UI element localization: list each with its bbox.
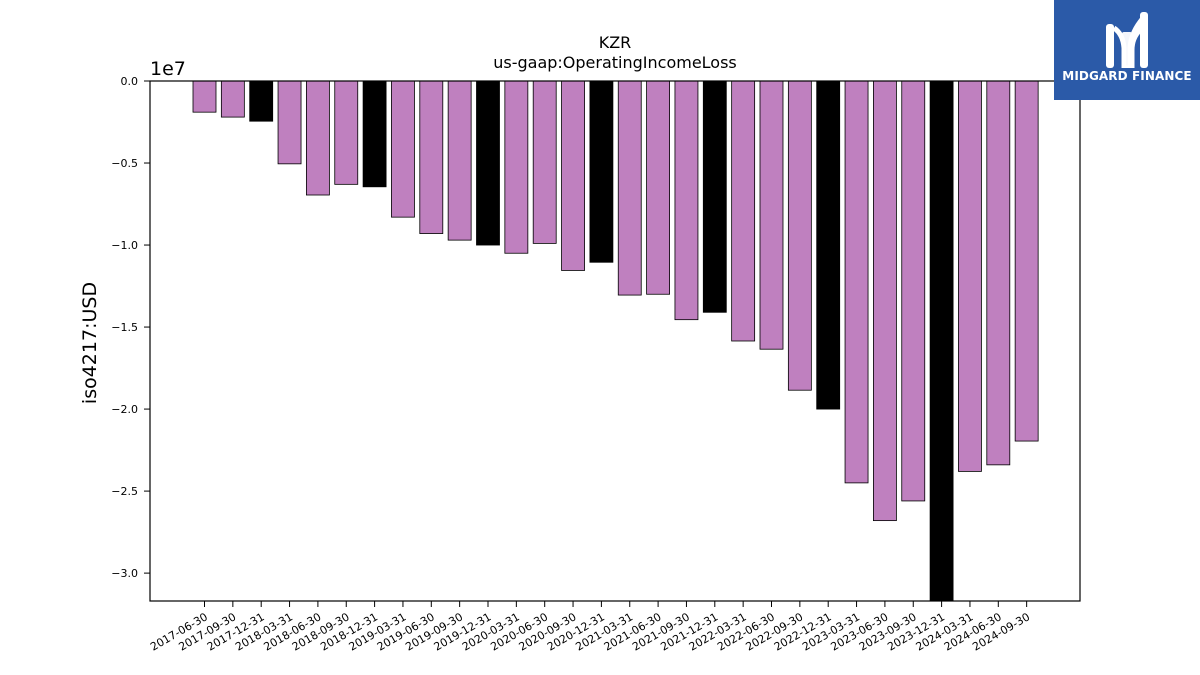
bar-2018-03-31 — [277, 80, 302, 165]
brand-logo: MIDGARD FINANCE — [1054, 0, 1200, 100]
bar-2020-06-30 — [532, 80, 557, 244]
y-tick-label: −2.5 — [111, 485, 138, 498]
bar-2019-09-30 — [447, 80, 472, 241]
y-tick-label: −1.5 — [111, 321, 138, 334]
y-axis-scale-label: 1e7 — [150, 58, 186, 80]
bar-2018-06-30 — [305, 80, 330, 196]
bar-2017-06-30 — [192, 80, 217, 113]
y-tick-label: 0.0 — [121, 75, 139, 88]
bar-2024-03-31 — [958, 80, 982, 472]
y-axis: 0.0 −0.5 −1.0 −1.5 −2.0 −2.5 −3.0 — [111, 75, 150, 580]
bar-2023-12-31 — [929, 80, 954, 602]
bar-2019-12-31 — [476, 80, 500, 246]
bar-2019-06-30 — [419, 80, 444, 234]
bar-2021-12-31 — [702, 80, 727, 313]
y-tick-label: −2.0 — [111, 403, 138, 416]
bar-2022-06-30 — [759, 80, 784, 350]
bar-2017-09-30 — [220, 80, 245, 118]
bar-2022-03-31 — [731, 80, 756, 342]
chart-title: KZR — [599, 33, 632, 52]
bar-2020-03-31 — [504, 80, 529, 254]
bar-2021-09-30 — [674, 80, 699, 321]
bar-2020-12-31 — [589, 80, 614, 263]
y-axis-label: iso4217:USD — [79, 282, 101, 404]
bar-2018-12-31 — [362, 80, 387, 188]
y-tick-label: −3.0 — [111, 567, 138, 580]
brand-name: MIDGARD FINANCE — [1062, 69, 1192, 83]
y-tick-label: −0.5 — [111, 157, 138, 170]
bar-2023-03-31 — [844, 80, 869, 484]
bar-2017-12-31 — [249, 80, 274, 122]
bar-2022-12-31 — [816, 80, 841, 410]
bar-2024-06-30 — [986, 80, 1011, 466]
bar-2021-06-30 — [646, 80, 670, 295]
bar-2019-03-31 — [391, 80, 415, 218]
bar-2020-09-30 — [561, 80, 585, 271]
bar-2021-03-31 — [617, 80, 642, 296]
bar-2024-09-30 — [1014, 80, 1039, 442]
bar-2022-09-30 — [787, 80, 812, 391]
bar-2023-06-30 — [873, 80, 897, 522]
y-tick-label: −1.0 — [111, 239, 138, 252]
bars-group — [192, 80, 1039, 602]
bar-2023-09-30 — [901, 80, 926, 502]
x-axis: 2017-06-302017-09-302017-12-312018-03-31… — [148, 601, 1032, 654]
bar-2018-09-30 — [334, 80, 359, 185]
midgard-m-logo-icon — [1106, 12, 1148, 68]
chart-subtitle: us-gaap:OperatingIncomeLoss — [493, 53, 737, 72]
plot-frame — [149, 80, 1081, 602]
